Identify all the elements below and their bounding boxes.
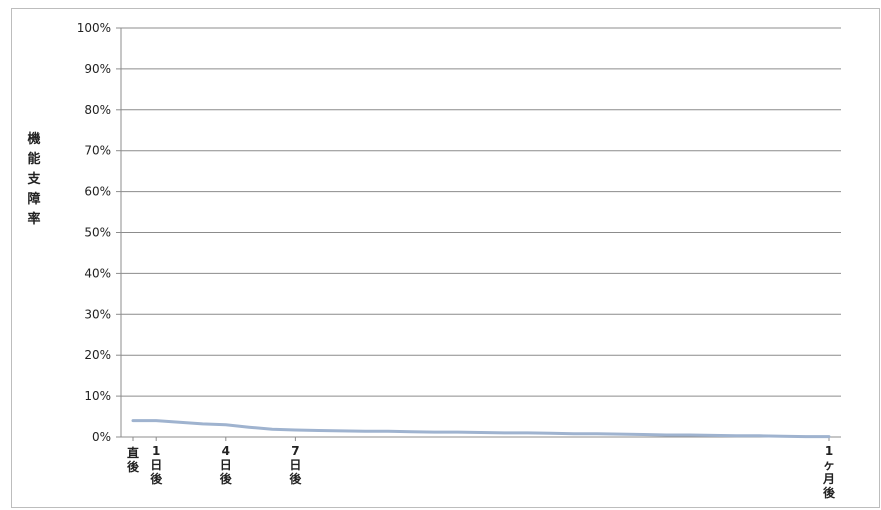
y-tick-label: 30% [84,307,111,321]
y-tick-label: 20% [84,348,111,362]
y-axis-title-char: 能 [27,151,40,167]
x-tick-label-char: 日 [150,458,162,472]
y-tick-label: 70% [84,144,111,158]
x-tick-label-char: 4 [222,444,230,458]
x-tick-label-char: 月 [822,472,835,486]
y-tick-label: 100% [77,21,111,35]
y-tick-label: 50% [84,226,111,240]
y-axis-title-char: 支 [26,171,41,187]
y-axis-title-char: 機 [27,131,40,147]
x-tick-label-char: 後 [220,471,233,486]
y-tick-label: 60% [84,185,111,199]
x-tick-label-char: 後 [823,485,836,500]
x-tick-label-char: 1 [152,444,160,458]
y-axis-title-char: 障 [27,191,40,207]
y-tick-label: 40% [84,266,111,280]
x-tick-label-char: 直 [127,445,139,460]
y-tick-label: 10% [84,389,111,403]
x-tick-label-char: 1 [825,444,833,458]
x-tick-label-char: 後 [289,471,302,486]
y-tick-label: 80% [84,103,111,117]
x-tick-label-char: 日 [220,458,232,472]
x-tick-label-char: 7 [291,444,299,458]
series-line [131,419,831,439]
y-axis-title-char: 率 [27,211,40,227]
chart-frame: 0% 10% 20% 30% 40% 50% 60% 70% 80% 90% 100% 機能支障率直後… [11,8,880,508]
x-tick-label-char: 後 [127,459,140,474]
y-tick-label: 90% [84,62,111,76]
y-tick-label: 0% [92,430,111,444]
x-tick-label-char: ヶ [823,458,835,472]
x-tick-label-char: 後 [150,471,163,486]
line-chart: 0%10%20%30%40%50%60%70%80%90%100%機能支障率直後… [26,21,841,500]
x-tick-label-char: 日 [289,458,301,472]
